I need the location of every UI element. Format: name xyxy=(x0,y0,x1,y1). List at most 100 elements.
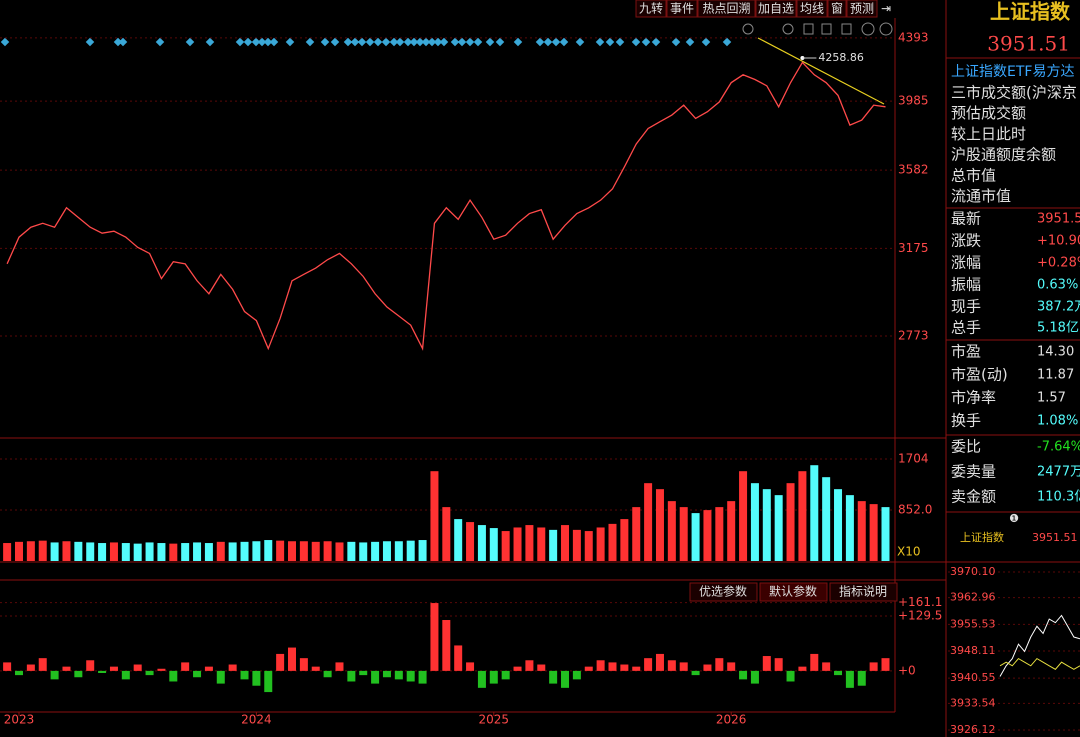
bar xyxy=(121,670,130,680)
quote-label: 委卖量 xyxy=(951,463,996,481)
bar xyxy=(311,541,320,561)
button-label[interactable]: 均线 xyxy=(800,2,824,16)
diamond xyxy=(350,37,360,47)
fund-name[interactable]: 上证指数ETF易方达 xyxy=(951,64,1074,80)
bar xyxy=(739,670,748,680)
bar xyxy=(786,670,795,682)
bar xyxy=(252,670,261,686)
bar xyxy=(549,529,558,561)
bar xyxy=(240,670,249,680)
bar xyxy=(881,658,890,671)
bar xyxy=(750,670,759,684)
quote-label: 市盈(动) xyxy=(951,366,1008,384)
bar xyxy=(608,662,617,671)
y-tick-label: 3948.11 xyxy=(950,644,996,657)
bar xyxy=(228,542,237,561)
toolbar-button[interactable]: 均线 xyxy=(796,0,828,18)
bar xyxy=(276,653,285,671)
bar xyxy=(655,653,664,671)
diamond xyxy=(671,37,681,47)
button-bg xyxy=(666,0,698,18)
bar xyxy=(810,465,819,561)
bar xyxy=(98,670,107,673)
button-label[interactable]: 九转 xyxy=(639,1,663,16)
bar xyxy=(596,527,605,561)
diamond xyxy=(343,37,353,47)
bar xyxy=(834,670,843,676)
bar xyxy=(525,660,534,671)
quote-value: 110.3亿 xyxy=(1037,490,1080,505)
bar xyxy=(442,620,451,671)
bar xyxy=(703,510,712,561)
diamond xyxy=(118,37,128,47)
diamond xyxy=(485,37,495,47)
indicator-button[interactable]: 优选参数 xyxy=(689,582,758,602)
bar xyxy=(62,541,71,561)
bar xyxy=(762,489,771,561)
bar xyxy=(26,541,35,561)
quote-label: 振幅 xyxy=(951,276,981,294)
diamond xyxy=(495,37,505,47)
bar xyxy=(834,489,843,561)
button-label[interactable]: 热点回溯 xyxy=(702,1,750,16)
diamond xyxy=(269,37,279,47)
bar xyxy=(750,483,759,561)
toolbar-button[interactable]: 窗 xyxy=(827,0,847,18)
bar xyxy=(264,670,273,693)
y-tick-label: 3985 xyxy=(898,94,929,108)
y-tick-label: 3175 xyxy=(898,241,929,255)
button-label[interactable]: 指标说明 xyxy=(839,584,887,599)
toolbar-button[interactable]: 热点回溯 xyxy=(697,0,756,18)
button-label[interactable]: 默认参数 xyxy=(769,584,817,599)
exit-icon[interactable]: ⇥ xyxy=(881,2,891,16)
bar xyxy=(157,668,166,671)
diamond xyxy=(113,37,123,47)
indicator-button[interactable]: 默认参数 xyxy=(759,582,828,602)
quote-value: 3951.51 xyxy=(1037,212,1080,227)
x-tick-label: 2023 xyxy=(4,713,35,727)
bar xyxy=(644,483,653,561)
toolbar-button[interactable]: 事件 xyxy=(666,0,698,18)
sidebar-price: 3951.51 xyxy=(987,32,1070,56)
toolbar-button[interactable]: 九转 xyxy=(635,0,667,18)
diamond xyxy=(205,37,215,47)
toolbar-button[interactable]: 加自选 xyxy=(755,0,797,18)
button-label[interactable]: 预测 xyxy=(850,2,874,16)
quote-value: 2477万 xyxy=(1037,465,1080,480)
indicator-button[interactable]: 指标说明 xyxy=(829,582,898,602)
y-tick-label: 3933.54 xyxy=(950,696,996,709)
diamond xyxy=(185,37,195,47)
bar xyxy=(252,541,261,561)
button-label[interactable]: 加自选 xyxy=(758,2,794,16)
button-label[interactable]: 事件 xyxy=(670,2,694,16)
bar xyxy=(14,541,23,561)
bar xyxy=(584,531,593,561)
x-tick-label: 2026 xyxy=(716,713,747,727)
bar xyxy=(371,541,380,561)
bar xyxy=(691,670,700,676)
quote-label: 市盈 xyxy=(951,343,981,361)
toolbar-button[interactable]: 预测 xyxy=(846,0,878,18)
bar xyxy=(335,662,344,671)
bar xyxy=(38,540,47,561)
bar xyxy=(26,664,35,671)
bar xyxy=(489,528,498,561)
button-label[interactable]: 窗 xyxy=(831,2,843,16)
bar xyxy=(264,540,273,561)
quote-label: 市净率 xyxy=(951,389,996,407)
button-label[interactable]: 优选参数 xyxy=(699,584,747,599)
diamond xyxy=(403,37,413,47)
diamond xyxy=(421,37,431,47)
diamond xyxy=(631,37,641,47)
diamond xyxy=(641,37,651,47)
quote-label: 换手 xyxy=(951,412,981,430)
bar xyxy=(727,662,736,671)
bar xyxy=(359,542,368,561)
bar xyxy=(549,670,558,684)
button-bg xyxy=(759,582,828,602)
quote-label: 委比 xyxy=(951,438,981,456)
bar xyxy=(584,666,593,671)
quote-label: 总手 xyxy=(951,319,981,337)
diamond xyxy=(0,37,10,47)
bar xyxy=(857,670,866,686)
